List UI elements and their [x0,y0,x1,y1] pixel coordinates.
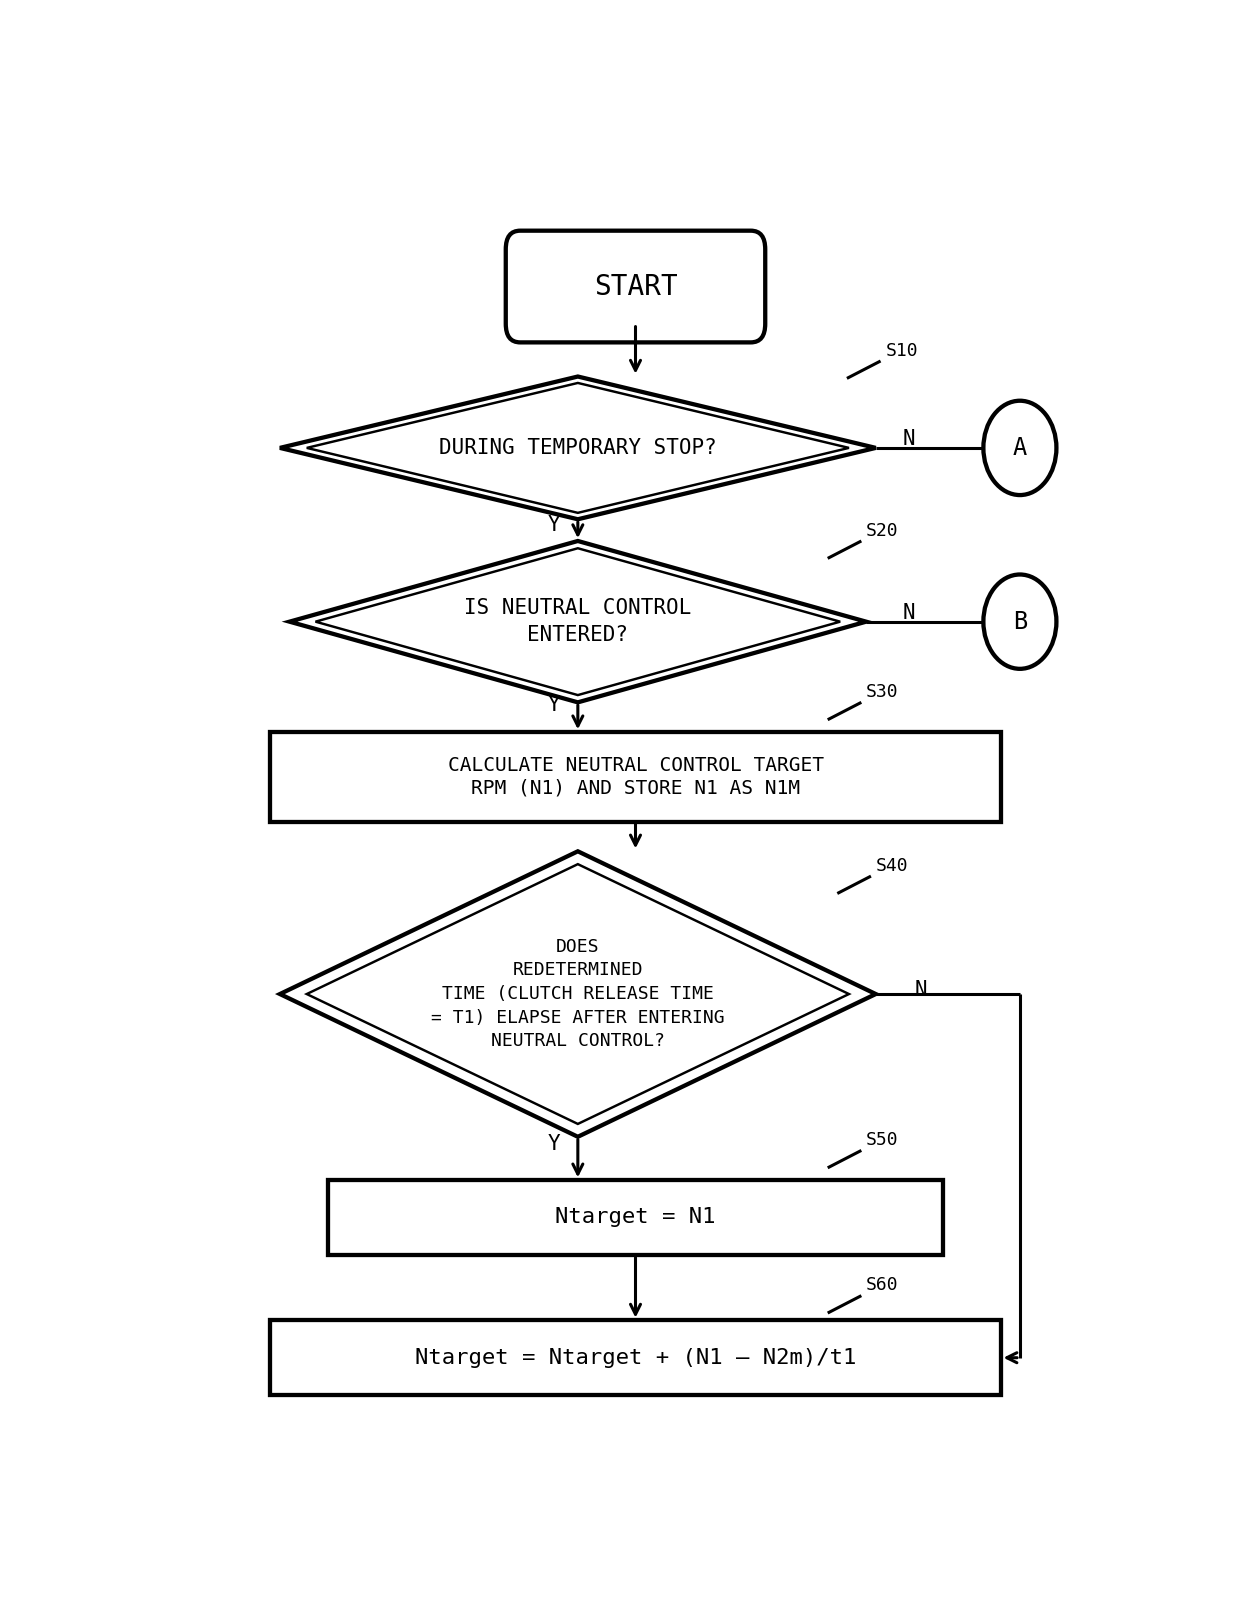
Bar [270,1320,1001,1394]
Text: Y: Y [548,1135,560,1154]
Polygon shape [290,542,866,703]
Text: S10: S10 [885,342,918,359]
Text: N: N [903,603,915,622]
Text: IS NEUTRAL CONTROL
ENTERED?: IS NEUTRAL CONTROL ENTERED? [464,598,692,645]
Text: S30: S30 [866,683,899,701]
Text: S50: S50 [866,1132,899,1149]
Polygon shape [280,851,875,1136]
Text: Ntarget = Ntarget + (N1 – N2m)/t1: Ntarget = Ntarget + (N1 – N2m)/t1 [415,1348,856,1367]
Text: N: N [915,980,928,1001]
Text: CALCULATE NEUTRAL CONTROL TARGET
RPM (N1) AND STORE N1 AS N1M: CALCULATE NEUTRAL CONTROL TARGET RPM (N1… [448,756,823,798]
Text: A: A [1013,435,1027,459]
Text: DOES
REDETERMINED
TIME (CLUTCH RELEASE TIME
= T1) ELAPSE AFTER ENTERING
NEUTRAL : DOES REDETERMINED TIME (CLUTCH RELEASE T… [432,938,724,1051]
FancyBboxPatch shape [506,231,765,342]
Text: S60: S60 [866,1277,899,1294]
Bar [327,1180,944,1254]
Polygon shape [280,377,875,519]
Text: S40: S40 [875,858,909,875]
Circle shape [983,401,1056,495]
Text: N: N [903,429,915,450]
Text: Y: Y [548,695,560,714]
Text: START: START [594,272,677,300]
Circle shape [983,574,1056,669]
Text: DURING TEMPORARY STOP?: DURING TEMPORARY STOP? [439,438,717,458]
Text: B: B [1013,609,1027,634]
Text: Y: Y [548,514,560,535]
Text: S20: S20 [866,522,899,540]
Bar [270,732,1001,822]
Text: Ntarget = N1: Ntarget = N1 [556,1207,715,1227]
